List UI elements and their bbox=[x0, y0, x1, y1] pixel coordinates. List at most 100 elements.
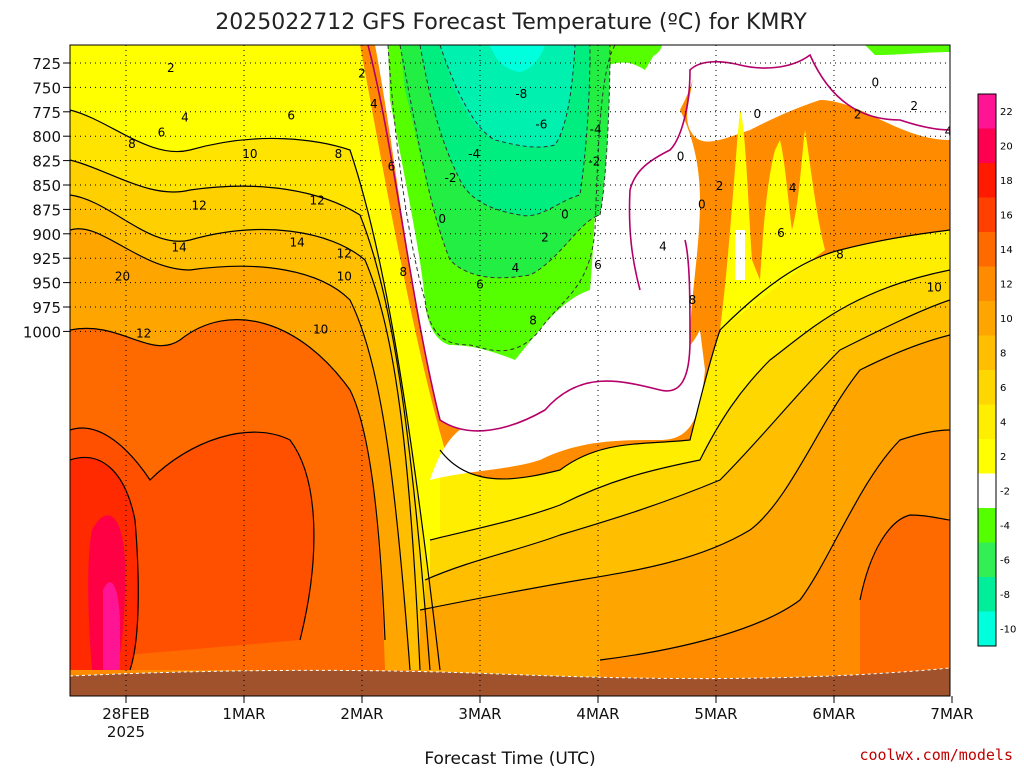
colorbar-swatch bbox=[978, 370, 996, 405]
contour-label: 6 bbox=[594, 258, 602, 272]
field-12-right bbox=[860, 515, 950, 696]
contour-label: 10 bbox=[242, 147, 257, 161]
y-tick-label: 1000 bbox=[23, 323, 61, 341]
y-tick-label: 800 bbox=[32, 128, 61, 146]
credit-text: coolwx.com/models bbox=[859, 746, 1013, 764]
y-tick-label: 975 bbox=[32, 299, 61, 317]
colorbar: 22 20 18 16 14 12 10 8 6 4 2 -2 -4 -6 -8 -10 bbox=[977, 93, 1016, 647]
contour-label: 6 bbox=[954, 157, 962, 171]
contour-label: 10 bbox=[337, 270, 352, 284]
terrain bbox=[70, 668, 950, 696]
contour-label: 12 bbox=[136, 326, 151, 340]
negative-contours bbox=[387, 45, 616, 352]
contour-label: 4 bbox=[789, 181, 797, 195]
x-tick-label: 3MAR bbox=[458, 705, 501, 723]
colorbar-tick-label: 20 bbox=[1000, 141, 1013, 152]
colorbar-tick-label: 14 bbox=[1000, 245, 1013, 256]
contour-label: 14 bbox=[171, 240, 186, 254]
zero-contours bbox=[367, 45, 950, 432]
colorbar-tick-label: -2 bbox=[1000, 486, 1010, 497]
colorbar-swatch bbox=[978, 266, 996, 302]
contour-label: -6 bbox=[535, 117, 547, 131]
field-2 bbox=[70, 45, 445, 670]
contour-label: 6 bbox=[777, 226, 785, 240]
contour-label: -2 bbox=[588, 155, 600, 169]
contour-label: 2 bbox=[910, 99, 918, 113]
contour-label: -2 bbox=[445, 171, 457, 185]
y-tick-label: 750 bbox=[32, 79, 61, 97]
contour-label: 0 bbox=[871, 76, 879, 90]
colorbar-swatch bbox=[978, 335, 996, 371]
colorbar-swatch bbox=[978, 542, 996, 578]
grid bbox=[70, 45, 950, 696]
colorbar-tick-label: 4 bbox=[1000, 417, 1006, 428]
colorbar-tick-label: -10 bbox=[1000, 624, 1016, 635]
field-10 bbox=[70, 228, 410, 671]
x-tick-label: 2MAR bbox=[340, 705, 383, 723]
field-0-low bbox=[430, 330, 705, 480]
x-tick-label: 5MAR bbox=[694, 705, 737, 723]
field-4 bbox=[70, 110, 440, 670]
x-year-label: 2025 bbox=[107, 723, 145, 741]
y-tick-label: 850 bbox=[32, 177, 61, 195]
colorbar-tick-label: 22 bbox=[1000, 107, 1013, 118]
contour-label: 2 bbox=[541, 231, 549, 245]
contour-label: 12 bbox=[310, 194, 325, 208]
x-tick-label: 7MAR bbox=[930, 705, 973, 723]
x-tick-label: 4MAR bbox=[576, 705, 619, 723]
contour-label: 0 bbox=[438, 212, 446, 226]
contour-label: 2 bbox=[358, 67, 366, 81]
contour-label: 8 bbox=[399, 265, 407, 279]
contour-label: 12 bbox=[337, 246, 352, 260]
contour-lines bbox=[70, 109, 950, 671]
contour-label: 8 bbox=[128, 137, 136, 151]
contour-label: 8 bbox=[335, 147, 343, 161]
colorbar-tick-label: 6 bbox=[1000, 383, 1006, 394]
colorbar-swatch bbox=[978, 439, 996, 474]
colorbar-swatch bbox=[978, 611, 996, 647]
contour-label: 0 bbox=[561, 207, 569, 221]
contour-label: 0 bbox=[698, 198, 706, 212]
terrain-edge bbox=[70, 667, 950, 680]
contour-label: 6 bbox=[287, 109, 295, 123]
contour-label: 8 bbox=[529, 314, 537, 328]
colorbar-swatch bbox=[978, 404, 996, 440]
yellow-spikes bbox=[720, 110, 825, 330]
contour-label: 4 bbox=[181, 111, 189, 125]
contour-label: 0 bbox=[677, 150, 685, 164]
colorbar-tick-label: 12 bbox=[1000, 279, 1013, 290]
x-tick-label: 6MAR bbox=[812, 705, 855, 723]
y-tick-label: 775 bbox=[32, 104, 61, 122]
colorbar-swatch bbox=[978, 94, 996, 129]
plot-frame bbox=[69, 44, 951, 697]
y-tick-label: 900 bbox=[32, 226, 61, 244]
colorbar-tick-label: 18 bbox=[1000, 176, 1013, 187]
contour-label: 14 bbox=[289, 236, 304, 250]
contour-label: 4 bbox=[370, 97, 378, 111]
y-tick-label: 875 bbox=[32, 201, 61, 219]
contour-label: -8 bbox=[515, 87, 527, 101]
colorbar-tick-label: 8 bbox=[1000, 348, 1006, 359]
colorbar-tick-label: -6 bbox=[1000, 555, 1010, 566]
colorbar-swatch bbox=[978, 232, 996, 267]
contour-label: 10 bbox=[927, 280, 942, 294]
colorbar-swatch bbox=[978, 473, 996, 509]
contour-label: 10 bbox=[1009, 220, 1024, 234]
field-0-top bbox=[365, 45, 950, 142]
colorbar-tick-label: 2 bbox=[1000, 452, 1006, 463]
contour-label: 20 bbox=[115, 270, 130, 284]
contour-label: 6 bbox=[158, 125, 166, 139]
y-axis: 725 750 775 800 825 850 875 900 925 950 975 1000 bbox=[23, 55, 70, 341]
contour-label: 6 bbox=[388, 159, 396, 173]
contour-label: 12 bbox=[1015, 259, 1024, 273]
x-axis: 28FEB 1MAR 2MAR 3MAR 4MAR 5MAR 6MAR 7MAR bbox=[102, 696, 974, 723]
colorbar-swatch bbox=[978, 163, 996, 198]
colorbar-swatch bbox=[978, 508, 996, 543]
x-tick-label: 1MAR bbox=[222, 705, 265, 723]
colorbar-tick-label: 10 bbox=[1000, 314, 1013, 325]
contour-label: 4 bbox=[512, 261, 520, 275]
contour-label: 2 bbox=[854, 108, 862, 122]
